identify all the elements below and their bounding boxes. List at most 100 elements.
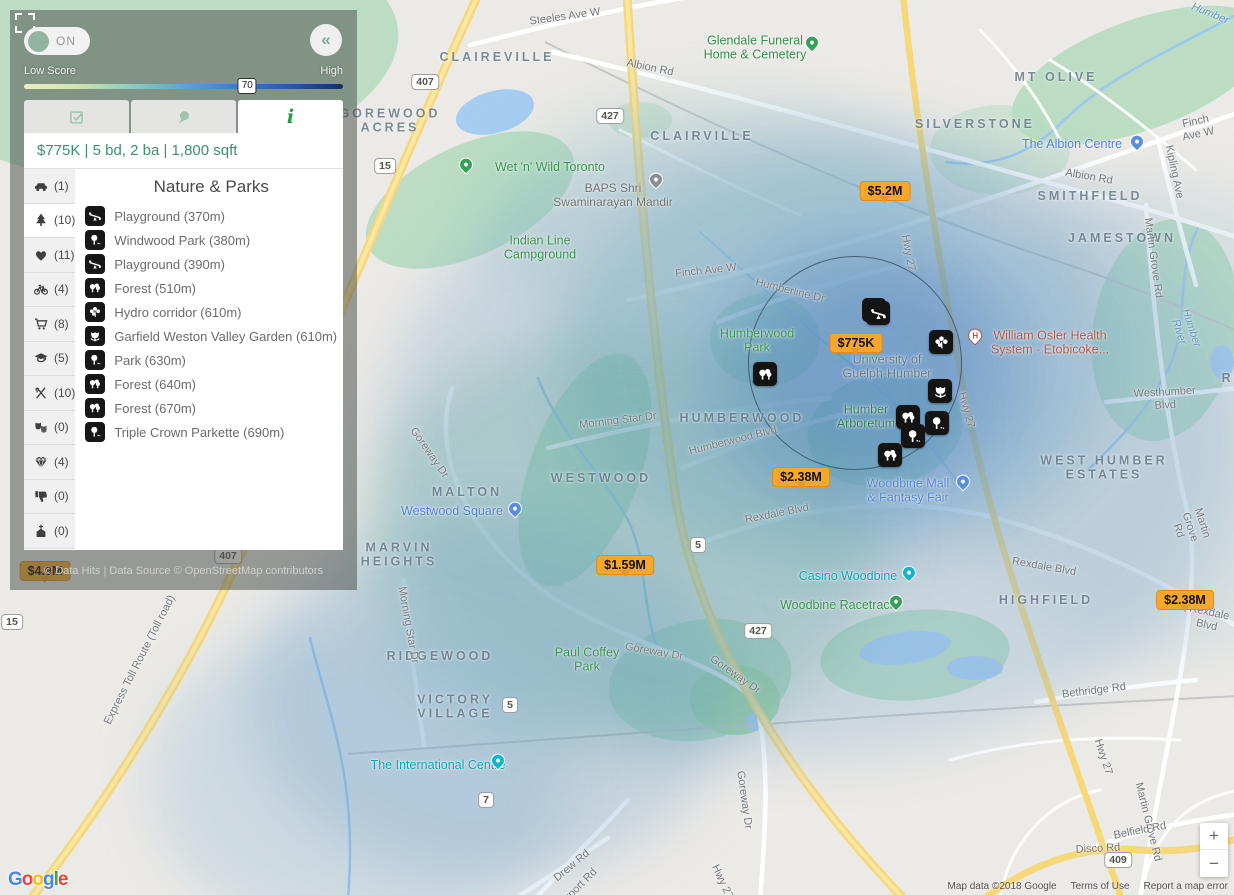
map-label: Morning Star Dr — [578, 409, 658, 432]
map-label: Steeles Ave W — [528, 5, 602, 28]
route-shield: 407 — [411, 74, 439, 90]
poi-list-item[interactable]: Forest (510m) — [85, 276, 337, 300]
thumbdown-icon — [33, 488, 49, 504]
map-label: Goreway Dr — [734, 770, 755, 830]
category-diamond[interactable]: (4) — [24, 445, 76, 480]
category-masks[interactable]: (0) — [24, 411, 76, 445]
category-heart[interactable]: (11) — [24, 238, 76, 273]
zoom-in-button[interactable]: + — [1200, 823, 1228, 850]
map-label: Finch Ave W — [1181, 112, 1216, 144]
category-count: (4) — [54, 282, 69, 297]
category-count: (11) — [54, 247, 75, 262]
zoom-control: + − — [1200, 823, 1228, 877]
property-summary: $775K | 5 bd, 2 ba | 1,800 sqft — [24, 133, 343, 169]
poi-list-item[interactable]: Windwood Park (380m) — [85, 228, 337, 252]
info-icon: i — [286, 105, 295, 128]
park-icon — [85, 350, 106, 370]
poi-list-item[interactable]: Park (630m) — [85, 348, 337, 372]
price-marker[interactable]: $775K — [829, 333, 883, 353]
map-label: Hwy 27 — [709, 862, 736, 895]
park-icon — [85, 230, 106, 250]
price-marker[interactable]: $2.38M — [772, 467, 830, 487]
category-thumbdown[interactable]: (0) — [24, 480, 76, 514]
google-logo[interactable]: Google — [8, 869, 68, 890]
poi-label: Windwood Park (380m) — [114, 232, 251, 248]
slider-low-label: Low Score — [24, 65, 76, 77]
poi-marker-playground[interactable] — [862, 298, 890, 325]
map-label: The International Centre — [370, 757, 506, 772]
map-label: WEST HUMBER ESTATES — [1040, 453, 1168, 482]
poi-list-item[interactable]: Forest (670m) — [85, 396, 337, 420]
tab-info[interactable]: i — [238, 100, 343, 133]
map-label: Belfield Rd — [1112, 819, 1168, 842]
poi-label: Forest (510m) — [114, 280, 196, 296]
poi-marker-park[interactable] — [925, 411, 949, 435]
category-tree[interactable]: (10) — [24, 203, 76, 238]
map-label: HUMBERWOOD — [679, 410, 805, 425]
terms-link[interactable]: Terms of Use — [1070, 881, 1130, 892]
tab-comments[interactable] — [131, 100, 236, 133]
garden-icon — [85, 326, 106, 346]
map-label: Finch Ave W — [674, 261, 738, 280]
category-count: (5) — [54, 351, 69, 366]
tab-filters[interactable] — [24, 100, 129, 133]
category-church[interactable]: (0) — [24, 514, 76, 549]
poi-list-item[interactable]: Garfield Weston Valley Garden (610m) — [85, 324, 337, 348]
category-bike[interactable]: (4) — [24, 273, 76, 307]
map-label: CLAIREVILLE — [439, 49, 555, 64]
tree-icon — [33, 212, 49, 228]
map-label: Humber — [1189, 0, 1231, 27]
poi-list: Playground (370m) Windwood Park (380m) Pla… — [85, 204, 337, 444]
poi-marker-garden[interactable] — [928, 379, 952, 403]
poi-dot-icon — [1127, 131, 1147, 152]
category-grad[interactable]: (5) — [24, 342, 76, 376]
report-error-link[interactable]: Report a map error — [1143, 881, 1228, 892]
category-cart[interactable]: (8) — [24, 307, 76, 342]
radius-circle — [748, 256, 962, 470]
category-count: (4) — [54, 454, 69, 469]
route-shield: 409 — [1104, 852, 1132, 868]
list-title: Nature & Parks — [153, 177, 269, 196]
map-label: The Albion Centre — [1021, 136, 1123, 151]
poi-dot-icon: H — [965, 325, 985, 346]
category-car[interactable]: (1) — [24, 169, 76, 204]
poi-marker-forest[interactable] — [753, 362, 777, 386]
diamond-icon — [33, 454, 49, 470]
map-label: MT OLIVE — [1014, 69, 1098, 84]
price-marker[interactable]: $5.2M — [859, 181, 911, 201]
poi-marker-forest[interactable] — [878, 443, 902, 467]
poi-marker-flower[interactable] — [929, 330, 953, 354]
category-count: (10) — [54, 213, 76, 228]
price-marker[interactable]: $2.38M — [1156, 590, 1214, 610]
category-count: (1) — [54, 178, 69, 193]
score-slider-handle[interactable]: 70 — [237, 78, 257, 94]
map-label: Woodbine Mall & Fantasy Fair — [866, 476, 950, 505]
poi-list-item[interactable]: Triple Crown Parkette (690m) — [85, 420, 337, 444]
category-food[interactable]: (10) — [24, 376, 76, 411]
route-shield: 5 — [502, 697, 518, 713]
poi-list-item[interactable]: Hydro corridor (610m) — [85, 300, 337, 324]
cart-icon — [33, 316, 49, 332]
poi-label: Hydro corridor (610m) — [114, 304, 242, 320]
poi-list-item[interactable]: Playground (390m) — [85, 252, 337, 276]
poi-marker-park[interactable] — [901, 424, 925, 448]
map-label: HIGHFIELD — [998, 592, 1094, 607]
map-label: Humberwood Blvd — [687, 423, 778, 458]
score-slider[interactable]: 70 — [24, 78, 343, 94]
price-marker[interactable]: $1.59M — [596, 555, 654, 575]
park-icon — [85, 422, 106, 442]
map-label: Kipling Ave — [1162, 144, 1186, 200]
poi-list-item[interactable]: Playground (370m) — [85, 204, 337, 228]
collapse-panel-button[interactable]: « — [310, 24, 342, 56]
poi-label: Forest (640m) — [114, 376, 196, 392]
map-label: Hwy 27 — [899, 233, 918, 273]
zoom-out-button[interactable]: − — [1209, 853, 1219, 873]
heatmap-toggle[interactable]: ON — [24, 27, 90, 55]
panel-tabs: i — [24, 100, 343, 133]
map-label: CLAIRVILLE — [650, 128, 754, 143]
toggle-knob — [28, 30, 49, 52]
poi-list-item[interactable]: Forest (640m) — [85, 372, 337, 396]
map-label: Goreway Dr — [407, 425, 452, 481]
route-shield: 15 — [1, 614, 23, 630]
